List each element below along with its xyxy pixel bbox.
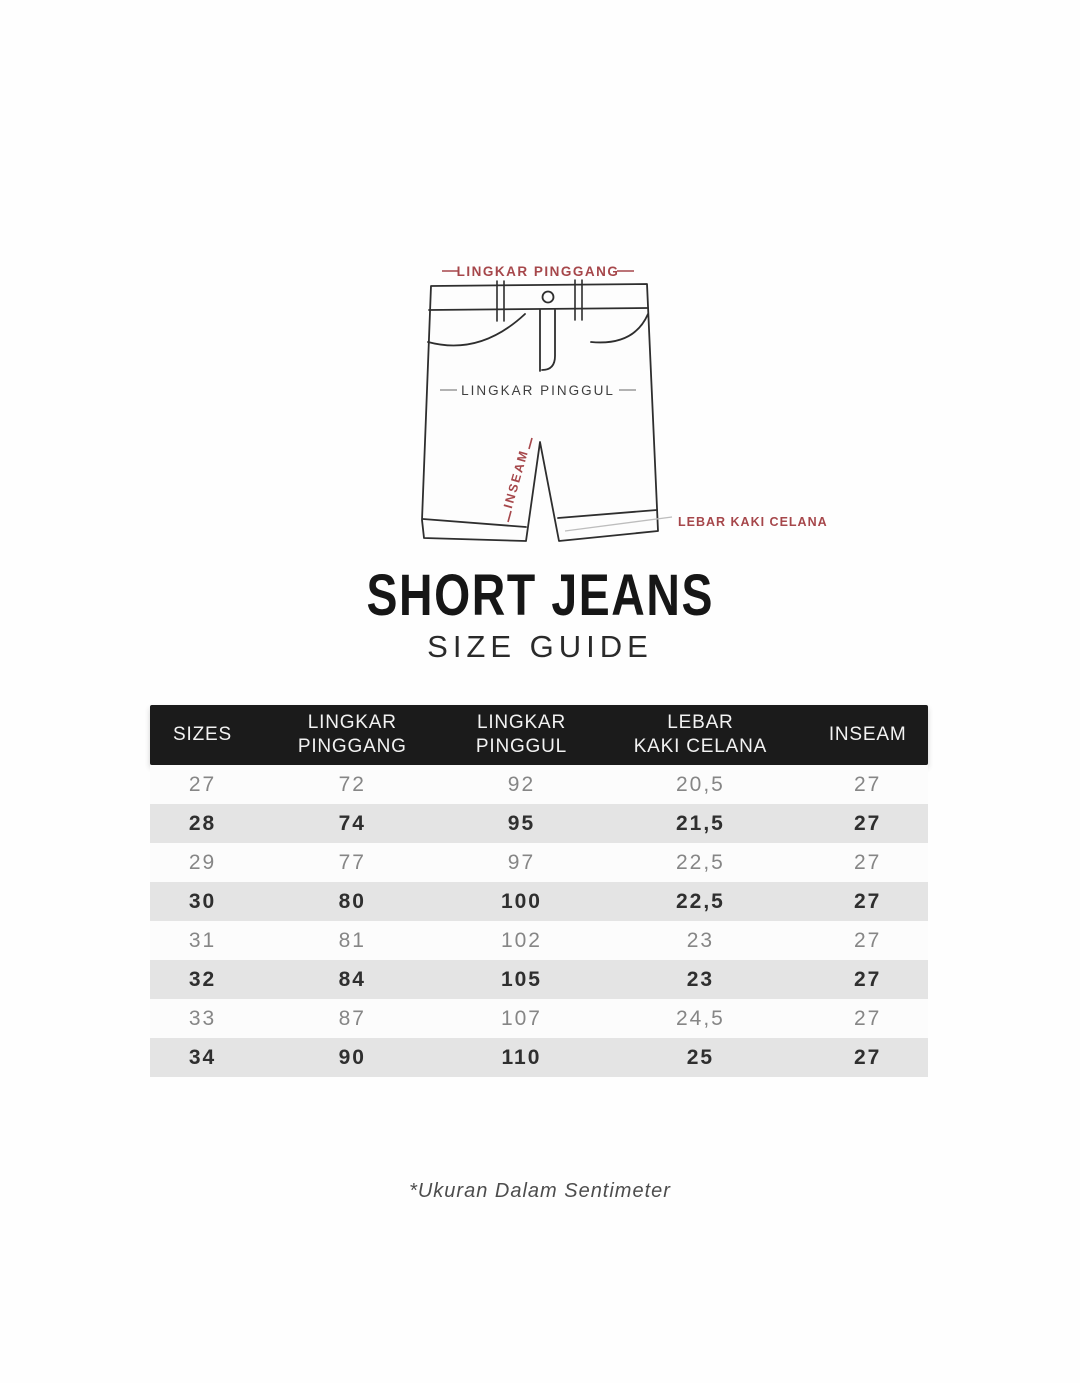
hip-label: LINGKAR PINGGUL [461,383,615,398]
header-cell: INSEAM [828,724,907,746]
table-cell: 95 [507,811,536,835]
page-subtitle: SIZE GUIDE [427,628,653,664]
table-cell: 107 [500,1006,542,1030]
table-body: 27 72 92 20,5 27 28 74 95 21,5 27 29 77 97 22,5 27 30 80… [150,765,928,1077]
table-row: 32 84 105 23 27 [150,960,928,999]
title-block: SHORT JEANS SIZE GUIDE [0,563,1080,665]
table-cell: 29 [188,850,217,874]
leg-opening-label: LEBAR KAKI CELANA [678,515,828,529]
leg-opening-leader-line [564,516,673,532]
table-row: 33 87 107 24,5 27 [150,999,928,1038]
table-cell: 27 [853,967,882,991]
table-row: 34 90 110 25 27 [150,1038,928,1077]
table-cell: 27 [853,1045,882,1069]
table-cell: 100 [500,889,542,913]
right-pocket-line [590,313,649,344]
table-cell: 105 [500,967,542,991]
header-cell: LINGKAR PINGGANG [297,712,407,757]
header-cell: LEBAR KAKI CELANA [633,712,768,757]
table-row: 30 80 100 22,5 27 [150,882,928,921]
table-cell: 28 [188,811,217,835]
header-cell: LINGKAR PINGGUL [475,712,568,757]
page-title: SHORT JEANS [366,563,714,628]
table-cell: 110 [501,1045,542,1069]
table-cell: 27 [188,772,217,796]
table-cell: 23 [686,967,715,991]
table-cell: 32 [188,967,217,991]
table-cell: 22,5 [675,889,725,913]
table-row: 31 81 102 23 27 [150,921,928,960]
belt-loops [496,279,583,322]
table-cell: 21,5 [675,811,725,835]
table-cell: 77 [338,850,366,874]
table-cell: 80 [338,889,366,913]
table-cell: 27 [853,850,882,874]
table-cell: 24,5 [675,1006,725,1030]
table-row: 28 74 95 21,5 27 [150,804,928,843]
table-cell: 27 [853,889,882,913]
waist-label: LINGKAR PINGGANG [457,264,620,279]
table-row: 27 72 92 20,5 27 [150,765,928,804]
table-cell: 92 [507,772,536,796]
table-cell: 72 [338,772,366,796]
table-cell: 87 [338,1006,366,1030]
table-cell: 97 [507,850,536,874]
left-pocket-line [427,313,526,347]
table-cell: 27 [853,772,882,796]
table-cell: 90 [338,1045,366,1069]
table-cell: 22,5 [675,850,725,874]
table-cell: 31 [188,928,217,952]
measurement-unit-note: *Ukuran Dalam Sentimeter [409,1180,671,1202]
table-cell: 34 [188,1045,217,1069]
table-cell: 27 [853,1006,882,1030]
table-cell: 84 [338,967,366,991]
table-cell: 30 [188,889,217,913]
header-cell: SIZES [173,724,232,746]
shorts-outline [421,279,659,542]
red-label-dashes [442,270,634,523]
table-row: 29 77 97 22,5 27 [150,843,928,882]
table-cell: 23 [686,928,715,952]
table-cell: 25 [686,1045,715,1069]
waist-button [541,290,555,304]
table-cell: 81 [338,928,366,952]
table-cell: 27 [853,811,882,835]
table-cell: 102 [500,928,542,952]
table-cell: 20,5 [675,772,725,796]
shorts-diagram: LINGKAR PINGGANG LINGKAR PINGGUL INSEAM … [421,264,828,542]
header-row: SIZES LINGKAR PINGGANG LINGKAR PINGGUL LEBAR K… [150,705,928,765]
size-table: SIZES LINGKAR PINGGANG LINGKAR PINGGUL LEBAR K… [150,705,928,1077]
table-cell: 27 [853,928,882,952]
table-cell: 74 [338,811,366,835]
table-cell: 33 [188,1006,217,1030]
